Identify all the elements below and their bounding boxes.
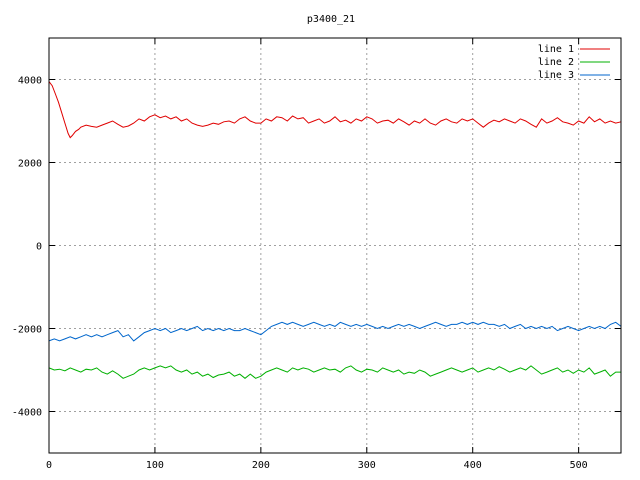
grid — [49, 38, 621, 453]
legend-label-1: line 1 — [538, 44, 574, 55]
legend: line 1 line 2 line 3 — [538, 44, 610, 81]
y-tick-label: 4000 — [18, 76, 42, 87]
x-tick-label: 200 — [252, 460, 270, 471]
y-tick-label: -2000 — [12, 325, 42, 336]
series-line-2 — [48, 365, 621, 379]
chart-title: p3400_21 — [307, 14, 355, 25]
series-line-1 — [48, 81, 622, 139]
x-tick-label: 500 — [570, 460, 588, 471]
x-tick-label: 400 — [464, 460, 482, 471]
legend-label-2: line 2 — [538, 57, 574, 68]
axis-ticks: 0 100 200 300 400 500 -4000 -2000 0 2000 4000 — [12, 38, 621, 471]
y-tick-label: 2000 — [18, 159, 42, 170]
y-tick-label: 0 — [36, 242, 42, 253]
x-tick-label: 100 — [146, 460, 164, 471]
y-tick-label: -4000 — [12, 408, 42, 419]
series-lines — [48, 81, 622, 379]
series-line-3 — [48, 321, 622, 342]
x-tick-label: 300 — [358, 460, 376, 471]
legend-label-3: line 3 — [538, 70, 574, 81]
x-tick-label: 0 — [46, 460, 52, 471]
